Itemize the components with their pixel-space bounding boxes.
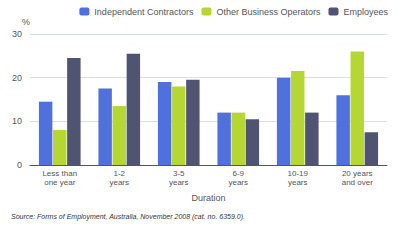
svg-text:Employees: Employees (343, 7, 388, 17)
svg-text:years: years (228, 178, 248, 187)
svg-text:years: years (169, 178, 189, 187)
svg-text:years: years (109, 178, 129, 187)
svg-text:1-2: 1-2 (113, 169, 125, 178)
svg-text:20 years: 20 years (342, 169, 373, 178)
svg-text:10-19: 10-19 (288, 169, 309, 178)
svg-text:Duration: Duration (191, 193, 225, 203)
svg-text:and over: and over (342, 178, 373, 187)
svg-text:%: % (22, 17, 30, 27)
svg-text:Source: Forms of Employment, A: Source: Forms of Employment, Australia, … (11, 213, 245, 221)
svg-text:6-9: 6-9 (232, 169, 244, 178)
svg-text:3-5: 3-5 (173, 169, 185, 178)
svg-text:20: 20 (12, 73, 22, 83)
svg-text:Other Business Operators: Other Business Operators (216, 7, 321, 17)
svg-text:10: 10 (12, 116, 22, 126)
svg-text:Less than: Less than (42, 169, 77, 178)
svg-text:0: 0 (17, 160, 22, 170)
svg-text:Independent Contractors: Independent Contractors (94, 7, 194, 17)
svg-text:30: 30 (12, 29, 22, 39)
svg-text:years: years (288, 178, 308, 187)
svg-text:one year: one year (44, 178, 75, 187)
